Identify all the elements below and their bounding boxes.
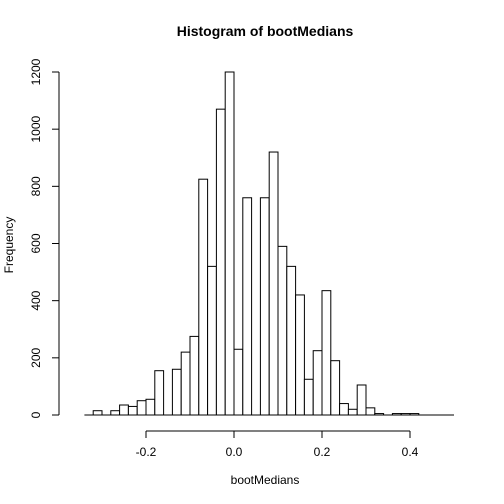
histogram-bar xyxy=(303,378,314,416)
histogram-bar xyxy=(321,290,332,416)
histogram-bar xyxy=(154,370,165,416)
histogram-bar xyxy=(198,178,209,416)
histogram-bars xyxy=(92,71,420,416)
histogram-bar xyxy=(339,403,349,416)
y-tick-label: 400 xyxy=(29,290,43,310)
histogram-bar xyxy=(347,408,358,416)
y-tick-label: 1200 xyxy=(29,58,43,85)
x-tick-label: 0.4 xyxy=(402,445,419,459)
histogram-bar xyxy=(277,245,288,416)
x-tick-label: 0.0 xyxy=(226,445,243,459)
histogram-bar xyxy=(268,151,279,416)
histogram-bar xyxy=(242,197,253,416)
histogram-bar xyxy=(127,405,138,416)
y-tick-label: 1000 xyxy=(29,115,43,142)
histogram-bar xyxy=(207,265,217,416)
x-tick-label: -0.2 xyxy=(136,445,157,459)
x-axis-label: bootMedians xyxy=(231,473,300,487)
histogram-bar xyxy=(259,197,270,416)
y-axis: 0 200 400 600 800 1000 1200 xyxy=(29,58,60,418)
histogram-bar xyxy=(286,265,297,416)
histogram-bar xyxy=(119,404,129,416)
histogram-bar xyxy=(365,407,376,416)
histogram-bar xyxy=(330,360,341,416)
histogram-bar xyxy=(110,410,121,416)
histogram-bar xyxy=(312,350,323,416)
y-tick-label: 600 xyxy=(29,233,43,253)
histogram-bar xyxy=(215,108,226,416)
x-tick-label: 0.2 xyxy=(314,445,331,459)
histogram-bar xyxy=(145,398,156,416)
histogram-bar xyxy=(224,71,235,416)
histogram-bar xyxy=(171,368,182,416)
histogram-bar xyxy=(189,335,200,416)
histogram-bar xyxy=(92,410,103,416)
histogram-bar xyxy=(356,384,367,416)
y-tick-label: 0 xyxy=(29,411,43,418)
chart-title: Histogram of bootMedians xyxy=(177,23,354,39)
histogram-bar xyxy=(180,351,191,416)
y-tick-label: 800 xyxy=(29,176,43,196)
histogram-bar xyxy=(233,348,244,416)
y-axis-label: Frequency xyxy=(2,217,16,274)
y-tick-label: 200 xyxy=(29,348,43,368)
x-axis: -0.2 0.0 0.2 0.4 xyxy=(136,430,419,459)
histogram-bar xyxy=(295,294,305,416)
histogram-bar xyxy=(136,400,147,416)
